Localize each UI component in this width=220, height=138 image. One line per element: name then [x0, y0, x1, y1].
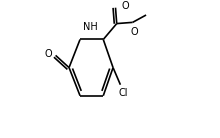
Text: Cl: Cl [118, 88, 128, 98]
Text: O: O [130, 27, 138, 37]
Text: O: O [44, 49, 52, 59]
Text: O: O [121, 2, 129, 11]
Text: NH: NH [83, 22, 98, 31]
